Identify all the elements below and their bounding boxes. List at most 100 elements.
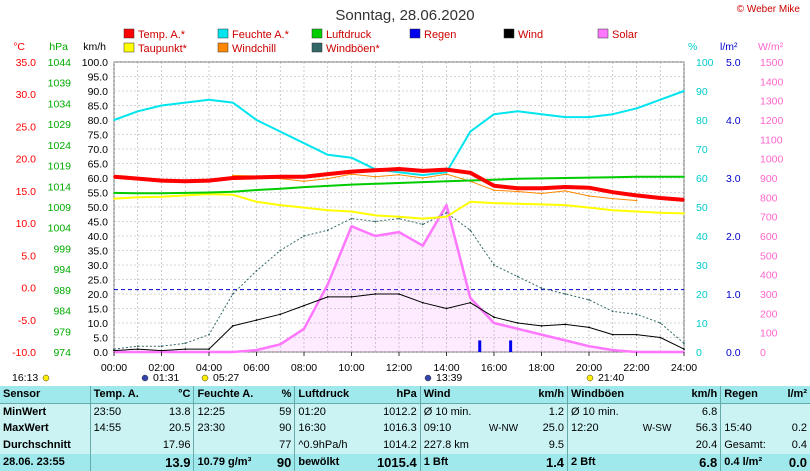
data-point [350, 170, 353, 173]
header-sensor: Sensor [0, 386, 91, 404]
data-point [635, 199, 638, 202]
data-point [421, 301, 424, 304]
table-cell [639, 437, 682, 455]
data-point [659, 322, 662, 324]
data-point [231, 101, 234, 104]
y-tick-label: 70.0 [88, 144, 109, 156]
data-point [279, 249, 282, 252]
y-tick-label: 65.0 [88, 159, 109, 171]
y-tick-label: 1019 [48, 161, 72, 173]
data-point [564, 204, 567, 206]
data-point [564, 186, 567, 188]
data-point [255, 189, 258, 191]
table-cell: 90 [269, 454, 295, 471]
y-tick-label: 40.0 [88, 231, 109, 243]
data-point [374, 235, 377, 237]
y-tick-label: 35.0 [16, 57, 37, 69]
data-point [326, 173, 329, 176]
series-line-windchill [232, 173, 637, 202]
data-point [160, 192, 163, 195]
data-point [113, 348, 115, 350]
series-area-solar [114, 205, 684, 352]
data-point [326, 153, 329, 156]
data-point [398, 171, 400, 174]
table-cell [778, 403, 810, 421]
y-tick-label: 1100 [760, 134, 783, 146]
y-tick-label: 1.0 [726, 289, 741, 301]
y-tick-label: 1300 [760, 96, 784, 108]
table-cell [567, 437, 640, 455]
y-tick-label: 80 [696, 115, 708, 127]
legend-swatch [217, 28, 229, 39]
y-tick-label: 600 [760, 231, 778, 243]
x-tick-label: 04:00 [196, 362, 222, 374]
data-point [350, 173, 353, 176]
x-tick-label: 00:00 [101, 362, 127, 374]
event-icon [201, 374, 209, 382]
data-point [564, 339, 567, 342]
data-point [683, 90, 685, 92]
data-point [231, 293, 234, 295]
table-cell: 23:30 [193, 420, 270, 438]
data-point [421, 217, 424, 220]
y-tick-label: 800 [760, 192, 778, 204]
data-point [208, 98, 210, 101]
data-point [374, 182, 377, 185]
data-point [445, 204, 448, 206]
y-tick-label: 999 [53, 243, 71, 255]
data-point [160, 349, 163, 352]
legend-label: Luftdruck [326, 29, 372, 41]
event-icon [586, 374, 594, 382]
data-point [113, 119, 115, 121]
y-tick-label: 4.0 [726, 115, 741, 127]
data-point [303, 186, 305, 189]
data-point [469, 130, 472, 133]
table-row: Durchschnitt 17.96 77 ^0.9hPa/h 1014.2 227.8 … [0, 437, 810, 455]
data-point [350, 210, 353, 213]
data-point [374, 214, 377, 217]
y-tick-label: 200 [760, 308, 778, 320]
table-cell: 227.8 km [419, 437, 486, 455]
data-point [659, 351, 662, 353]
table-cell: 0.4 [778, 437, 810, 455]
x-tick-label: 24:00 [671, 362, 697, 374]
data-point [208, 348, 210, 350]
legend-swatch [123, 42, 135, 53]
y-axis-unit: l/m² [720, 41, 738, 53]
data-point [611, 310, 614, 313]
data-point [540, 287, 543, 290]
y-tick-label: 0.0 [726, 347, 741, 359]
y-tick-label: 979 [53, 326, 71, 338]
data-point [540, 325, 543, 327]
data-point [350, 183, 353, 186]
header-gusts-unit: km/h [681, 386, 721, 404]
y-tick-label: 70 [696, 144, 708, 156]
data-point [303, 235, 305, 237]
table-cell: 9.5 [528, 437, 568, 455]
y-tick-label: 1039 [48, 78, 72, 90]
y-tick-label: 50 [696, 202, 708, 214]
data-point [136, 177, 139, 180]
data-point [540, 113, 543, 116]
data-point [493, 322, 495, 324]
y-tick-label: 5.0 [21, 250, 36, 262]
table-cell: 0.2 [778, 420, 810, 438]
data-point [445, 180, 448, 183]
x-tick-label: 08:00 [291, 362, 317, 374]
y-tick-label: 5.0 [726, 57, 741, 69]
y-tick-label: 10.0 [88, 318, 109, 330]
legend-label: Taupunkt* [138, 43, 188, 55]
y-tick-label: 10.0 [16, 218, 37, 230]
y-tick-label: -10.0 [12, 347, 36, 359]
data-point [564, 323, 567, 326]
data-point [326, 229, 329, 232]
table-cell: 10.79 g/m³ [193, 454, 270, 471]
y-tick-label: 30.0 [16, 89, 37, 101]
y-tick-label: 60 [696, 173, 708, 185]
table-cell: 56.3 [681, 420, 721, 438]
table-cell: 20.5 [152, 420, 194, 438]
header-gusts: Windböen [567, 386, 640, 404]
table-cell: Ø 10 min. [419, 403, 486, 421]
data-point [113, 349, 115, 352]
data-point [564, 177, 567, 179]
